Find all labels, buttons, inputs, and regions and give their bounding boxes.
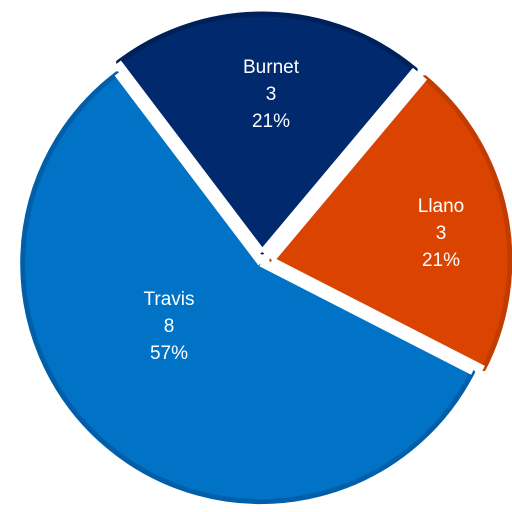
data-label-burnet-value: 3: [266, 84, 277, 105]
data-label-travis-value: 8: [164, 316, 175, 337]
data-label-burnet-percent: 21%: [252, 111, 290, 132]
data-label-llano-percent: 21%: [422, 250, 460, 271]
pie-slice-travis: [20, 71, 476, 504]
pie-slice-separator: [269, 75, 485, 372]
pie-slice-llano: [269, 75, 512, 372]
pie-slice-burnet: [116, 11, 418, 255]
data-label-llano-category: Llano: [418, 196, 465, 217]
data-label-travis-category: Travis: [143, 289, 194, 310]
pie-slices: [20, 11, 512, 504]
pie-slice-separator: [114, 72, 474, 375]
data-label-travis-percent: 57%: [150, 343, 188, 364]
data-label-llano-value: 3: [436, 223, 447, 244]
pie-data-labels: Burnet 3 21% Llano 3 21% Travis 8 57%: [143, 57, 464, 364]
pie-slice-separator: [116, 60, 418, 254]
data-label-burnet-category: Burnet: [243, 57, 300, 78]
